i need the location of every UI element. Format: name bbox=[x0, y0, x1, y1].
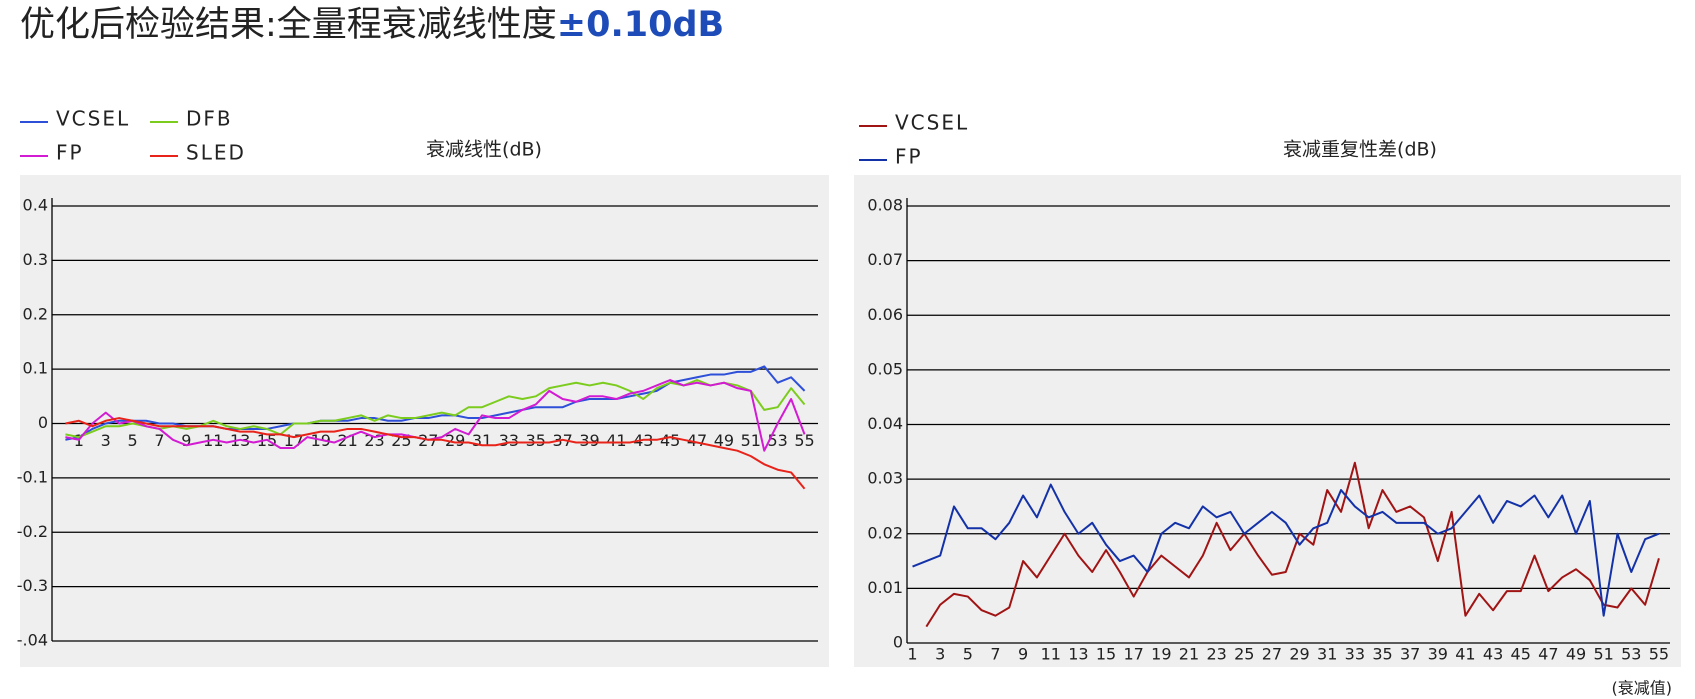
legend-label: DFB bbox=[186, 107, 233, 131]
x-tick-label: 47 bbox=[687, 431, 707, 450]
x-tick-label: 39 bbox=[579, 431, 599, 450]
x-tick-label: 25 bbox=[1234, 645, 1254, 664]
y-tick-label: -.04 bbox=[17, 631, 48, 650]
x-tick-label: 19 bbox=[1151, 645, 1171, 664]
y-tick-label: -0.1 bbox=[17, 467, 48, 486]
title-highlight: ±0.10dB bbox=[557, 5, 724, 45]
x-tick-label: 9 bbox=[181, 431, 191, 450]
legend-label: FP bbox=[56, 141, 84, 165]
x-tick-label: 51 bbox=[741, 431, 761, 450]
x-tick-label: 35 bbox=[526, 431, 546, 450]
y-tick-label: 0.02 bbox=[867, 523, 903, 542]
y-tick-label: 0.4 bbox=[23, 196, 48, 215]
x-tick-label: 37 bbox=[1400, 645, 1420, 664]
x-tick-label: 31 bbox=[1317, 645, 1337, 664]
x-tick-label: 29 bbox=[1289, 645, 1309, 664]
x-tick-label: 47 bbox=[1538, 645, 1558, 664]
x-tick-label: 9 bbox=[1018, 645, 1028, 664]
y-tick-label: 0.2 bbox=[23, 304, 48, 323]
x-tick-label: 53 bbox=[1621, 645, 1641, 664]
y-tick-label: 0.03 bbox=[867, 469, 903, 488]
series-line bbox=[925, 461, 1660, 628]
legend-label: VCSEL bbox=[895, 111, 969, 135]
page-title: 优化后检验结果:全量程衰减线性度±0.10dB bbox=[20, 5, 724, 45]
x-tick-label: 41 bbox=[606, 431, 626, 450]
x-tick-label: 7 bbox=[154, 431, 164, 450]
plot-background bbox=[854, 175, 1681, 667]
x-tick-label: 17 bbox=[1124, 645, 1144, 664]
y-tick-label: 0.07 bbox=[867, 250, 903, 269]
y-tick-label: 0.1 bbox=[23, 359, 48, 378]
x-tick-label: 39 bbox=[1428, 645, 1448, 664]
x-tick-label: 27 bbox=[1262, 645, 1282, 664]
series-line bbox=[912, 483, 1660, 617]
x-tick-label: 3 bbox=[101, 431, 111, 450]
legend-label: SLED bbox=[186, 141, 246, 165]
x-tick-label: 11 bbox=[1041, 645, 1061, 664]
x-tick-label: 31 bbox=[472, 431, 492, 450]
y-tick-label: -0.2 bbox=[17, 522, 48, 541]
x-tick-label: 33 bbox=[499, 431, 519, 450]
x-tick-label: 55 bbox=[794, 431, 814, 450]
x-axis-label: (衰减值) bbox=[1612, 679, 1673, 698]
y-tick-label: -0.3 bbox=[17, 576, 48, 595]
x-tick-label: 49 bbox=[1566, 645, 1586, 664]
x-tick-label: 41 bbox=[1455, 645, 1475, 664]
title-text: 优化后检验结果:全量程衰减线性度 bbox=[20, 5, 557, 45]
series-line bbox=[65, 379, 806, 452]
x-tick-label: 3 bbox=[935, 645, 945, 664]
x-tick-label: 55 bbox=[1649, 645, 1669, 664]
x-tick-label: 13 bbox=[1068, 645, 1088, 664]
y-tick-label: 0.06 bbox=[867, 305, 903, 324]
x-tick-label: 45 bbox=[660, 431, 680, 450]
plot-background bbox=[20, 175, 829, 667]
y-tick-label: 0 bbox=[893, 633, 903, 652]
series-line bbox=[65, 417, 806, 490]
x-tick-label: 5 bbox=[128, 431, 138, 450]
x-tick-label: 7 bbox=[990, 645, 1000, 664]
x-tick-label: 35 bbox=[1372, 645, 1392, 664]
x-tick-label: 5 bbox=[963, 645, 973, 664]
x-tick-label: 49 bbox=[714, 431, 734, 450]
x-tick-label: 53 bbox=[768, 431, 788, 450]
x-tick-label: 33 bbox=[1345, 645, 1365, 664]
x-tick-label: 1 bbox=[907, 645, 917, 664]
x-tick-label: 45 bbox=[1511, 645, 1531, 664]
x-tick-label: 21 bbox=[1179, 645, 1199, 664]
x-tick-label: 51 bbox=[1593, 645, 1613, 664]
x-tick-label: 29 bbox=[445, 431, 465, 450]
y-tick-label: 0.3 bbox=[23, 250, 48, 269]
x-tick-label: 43 bbox=[1483, 645, 1503, 664]
y-tick-label: 0.04 bbox=[867, 414, 903, 433]
x-tick-label: 15 bbox=[1096, 645, 1116, 664]
x-tick-label: 23 bbox=[1206, 645, 1226, 664]
chart-title: 衰减线性(dB) bbox=[426, 139, 542, 161]
legend-label: FP bbox=[895, 145, 923, 169]
y-tick-label: 0.08 bbox=[867, 196, 903, 215]
y-tick-label: 0 bbox=[38, 413, 48, 432]
y-tick-label: 0.01 bbox=[867, 578, 903, 597]
chart-title: 衰减重复性差(dB) bbox=[1283, 139, 1437, 161]
legend-label: VCSEL bbox=[56, 107, 130, 131]
y-tick-label: 0.05 bbox=[867, 359, 903, 378]
